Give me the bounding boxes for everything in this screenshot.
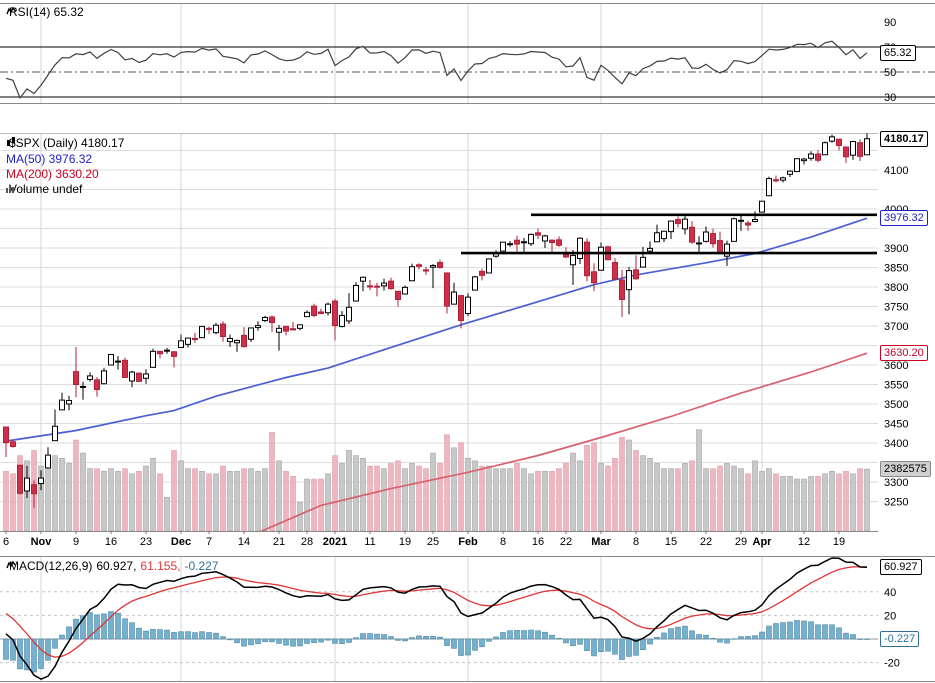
macd-panel: 40 20 -20: [0, 556, 935, 682]
svg-text:7: 7: [206, 536, 212, 548]
svg-text:Feb: Feb: [458, 536, 478, 548]
rsi-panel: 90705030: [0, 3, 935, 104]
svg-text:3550: 3550: [884, 380, 908, 392]
macd-histogram: [3, 611, 870, 673]
svg-text:3300: 3300: [884, 477, 908, 489]
svg-text:-20: -20: [884, 658, 900, 670]
rsi-legend: RSI(14) 65.32: [6, 6, 84, 19]
svg-text:Nov: Nov: [31, 536, 53, 548]
svg-text:40: 40: [884, 587, 896, 599]
volume-value-badge: 2382575: [880, 461, 931, 477]
macd-hist-badge: -0.227: [880, 631, 920, 647]
trendlines: [461, 213, 877, 255]
svg-text:3450: 3450: [884, 419, 908, 431]
svg-text:8: 8: [633, 536, 639, 548]
svg-text:8: 8: [500, 536, 506, 548]
svg-text:3750: 3750: [884, 302, 908, 314]
svg-text:3500: 3500: [884, 399, 908, 411]
macd-legend-title: MACD(12,26,9): [9, 559, 93, 573]
rsi-value-badge: 65.32: [880, 45, 916, 61]
symbol-legend-label: $SPX (Daily) 4180.17: [9, 136, 125, 150]
macd-legend: MACD(12,26,9) 60.927, 61.155, -0.227: [6, 560, 219, 573]
ma-lines: [5, 217, 868, 531]
svg-text:3850: 3850: [884, 263, 908, 275]
ma200-legend-label: MA(200) 3630.20: [6, 167, 99, 181]
svg-text:25: 25: [427, 536, 439, 548]
macd-signal-value: 61.155,: [140, 559, 181, 573]
rsi-legend-label: RSI(14) 65.32: [9, 5, 84, 19]
svg-text:3800: 3800: [884, 282, 908, 294]
svg-text:28: 28: [301, 536, 313, 548]
svg-text:15: 15: [665, 536, 677, 548]
svg-text:29: 29: [735, 536, 747, 548]
svg-text:3900: 3900: [884, 243, 908, 255]
svg-text:23: 23: [140, 536, 152, 548]
svg-text:4100: 4100: [884, 165, 908, 177]
svg-text:90: 90: [884, 17, 896, 29]
svg-text:3250: 3250: [884, 497, 908, 509]
svg-text:19: 19: [833, 536, 845, 548]
symbol-legend: $SPX (Daily) 4180.17: [6, 137, 124, 150]
ma50-legend-label: MA(50) 3976.32: [6, 152, 93, 166]
svg-text:3600: 3600: [884, 360, 908, 372]
svg-text:Dec: Dec: [171, 536, 191, 548]
rsi-line: [5, 40, 868, 100]
svg-text:9: 9: [73, 536, 79, 548]
macd-value-badge: 60.927: [880, 559, 922, 575]
svg-text:22: 22: [560, 536, 572, 548]
svg-text:3400: 3400: [884, 438, 908, 450]
svg-text:11: 11: [364, 536, 375, 548]
svg-text:14: 14: [238, 536, 250, 548]
macd-value: 60.927,: [96, 559, 137, 573]
svg-text:12: 12: [798, 536, 810, 548]
volume-legend: Volume undef: [6, 183, 82, 196]
macd-hist-value: -0.227: [184, 559, 219, 573]
volume-legend-label: Volume undef: [9, 182, 83, 196]
svg-text:Mar: Mar: [591, 536, 611, 548]
x-axis: 6 Nov 9 16 23 Dec 7 14 21 28 2021 11 19 25 Feb 8 16 22 Mar…: [3, 531, 845, 548]
svg-text:6: 6: [3, 536, 9, 548]
svg-text:3700: 3700: [884, 321, 908, 333]
svg-text:16: 16: [105, 536, 117, 548]
ma50-value-badge: 3976.32: [880, 210, 928, 226]
last-price-badge: 4180.17: [880, 131, 928, 147]
svg-text:19: 19: [399, 536, 411, 548]
svg-text:16: 16: [532, 536, 544, 548]
macd-lines: [5, 557, 868, 681]
svg-text:20: 20: [884, 610, 896, 622]
ma200-legend: MA(200) 3630.20: [6, 168, 99, 181]
candles: [3, 133, 870, 508]
svg-text:50: 50: [884, 67, 896, 79]
svg-text:2021: 2021: [323, 536, 347, 548]
svg-text:30: 30: [884, 92, 896, 104]
ma50-legend: MA(50) 3976.32: [6, 153, 92, 166]
volume-bars: [3, 429, 870, 531]
svg-text:21: 21: [273, 536, 285, 548]
svg-text:Apr: Apr: [753, 536, 773, 548]
svg-text:22: 22: [700, 536, 712, 548]
ma200-value-badge: 3630.20: [880, 345, 928, 361]
